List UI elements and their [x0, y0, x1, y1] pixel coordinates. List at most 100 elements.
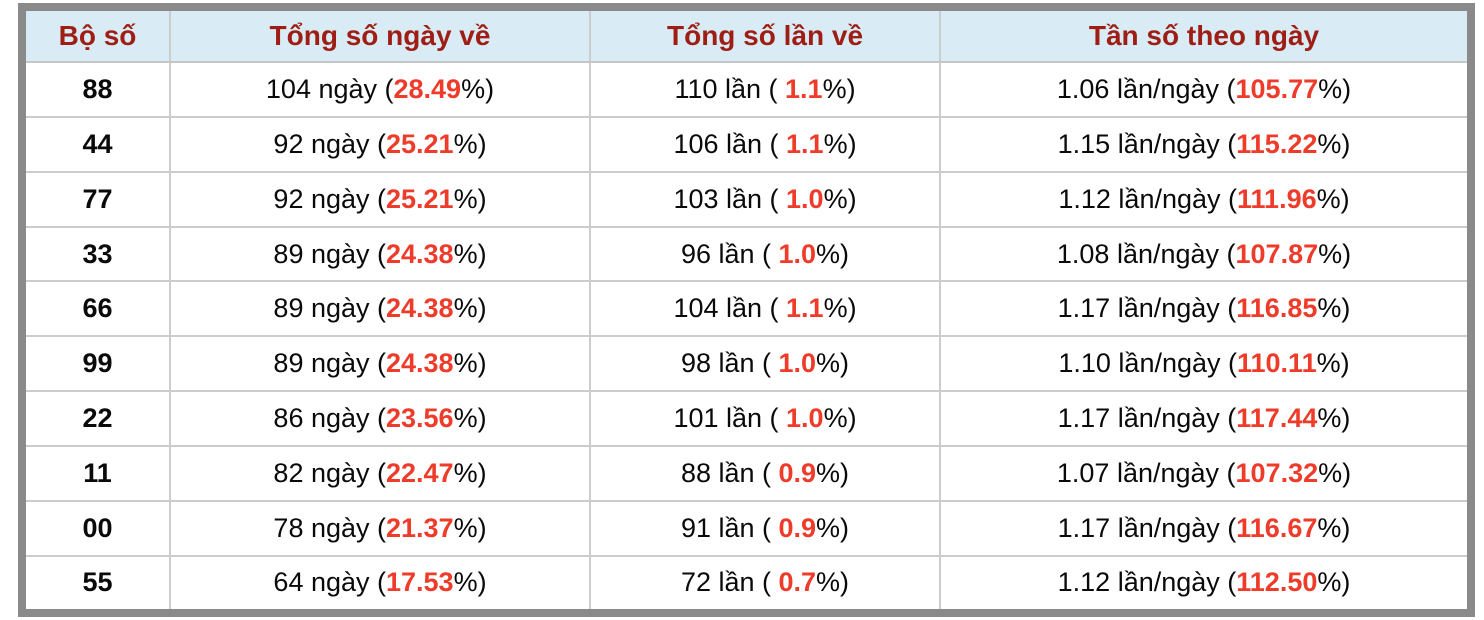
- table-row: 11 82 ngày (22.47%) 88 lần ( 0.9%) 1.07 …: [26, 446, 1467, 502]
- frequency-cell: 1.12 lần/ngày (111.96%): [940, 171, 1467, 228]
- times-text-end: %): [823, 293, 857, 324]
- times-percent: 1.1: [785, 73, 823, 104]
- frequency-cell: 1.07 lần/ngày (107.32%): [940, 446, 1467, 502]
- times-text-end: %): [816, 567, 850, 598]
- table-row: 55 64 ngày (17.53%) 72 lần ( 0.7%) 1.12 …: [26, 555, 1467, 609]
- days-text: 86 ngày (: [273, 403, 386, 434]
- pair-number: 99: [82, 348, 113, 379]
- times-text-end: %): [816, 457, 850, 488]
- times-text-end: %): [823, 403, 857, 434]
- frequency-text: 1.12 lần/ngày (: [1058, 183, 1237, 214]
- times-percent: 1.0: [778, 348, 817, 379]
- frequency-text: 1.17 lần/ngày (: [1057, 512, 1237, 543]
- times-text: 88 lần (: [680, 457, 779, 488]
- column-header-days: Tổng số ngày về: [170, 11, 591, 63]
- days-percent: 25.21: [386, 183, 454, 214]
- days-percent: 24.38: [386, 238, 454, 269]
- frequency-text-end: %): [1316, 183, 1350, 214]
- days-text-end: %): [453, 403, 487, 434]
- pair-cell: 22: [26, 391, 171, 448]
- times-text: 72 lần (: [680, 567, 779, 598]
- table-row: 22 86 ngày (23.56%) 101 lần ( 1.0%) 1.17…: [26, 391, 1467, 448]
- days-cell: 82 ngày (22.47%): [170, 446, 591, 502]
- frequency-text: 1.17 lần/ngày (: [1057, 293, 1237, 324]
- times-cell: 101 lần ( 1.0%): [590, 391, 941, 448]
- frequency-cell: 1.10 lần/ngày (110.11%): [940, 336, 1467, 393]
- frequency-text: 1.15 lần/ngày (: [1057, 128, 1237, 159]
- days-percent: 28.49: [393, 73, 462, 104]
- frequency-percent: 107.87: [1235, 238, 1319, 269]
- frequency-percent: 116.85: [1236, 293, 1318, 324]
- frequency-percent: 107.32: [1235, 457, 1319, 488]
- frequency-text: 1.06 lần/ngày (: [1056, 73, 1236, 104]
- times-text-end: %): [816, 348, 850, 379]
- days-text-end: %): [453, 567, 487, 598]
- days-text-end: %): [453, 293, 487, 324]
- times-cell: 110 lần ( 1.1%): [590, 62, 941, 118]
- times-text: 103 lần (: [673, 183, 787, 214]
- frequency-text-end: %): [1317, 293, 1351, 324]
- frequency-percent: 110.11: [1237, 348, 1317, 379]
- times-percent: 0.9: [778, 512, 817, 543]
- lottery-statistics-table: Bộ số Tổng số ngày về Tổng số lần về Tần…: [18, 3, 1475, 617]
- times-percent: 1.1: [786, 128, 824, 159]
- days-cell: 64 ngày (17.53%): [170, 555, 591, 609]
- frequency-text: 1.08 lần/ngày (: [1056, 238, 1236, 269]
- days-text: 104 ngày (: [265, 73, 394, 104]
- times-text-end: %): [822, 73, 856, 104]
- frequency-cell: 1.12 lần/ngày (112.50%): [940, 556, 1467, 609]
- days-text: 89 ngày (: [273, 293, 386, 324]
- frequency-cell: 1.15 lần/ngày (115.22%): [940, 116, 1467, 173]
- days-text: 92 ngày (: [273, 183, 386, 214]
- days-text-end: %): [453, 512, 487, 543]
- frequency-text-end: %): [1318, 73, 1352, 104]
- days-text-end: %): [453, 183, 487, 214]
- frequency-percent: 111.96: [1237, 183, 1317, 214]
- pair-cell: 33: [26, 226, 171, 283]
- days-text: 64 ngày (: [273, 567, 386, 598]
- days-cell: 78 ngày (21.37%): [170, 500, 591, 557]
- table-row: 88 104 ngày (28.49%) 110 lần ( 1.1%) 1.0…: [26, 62, 1467, 118]
- frequency-cell: 1.17 lần/ngày (117.44%): [940, 391, 1467, 448]
- days-text: 92 ngày (: [273, 128, 386, 159]
- days-text-end: %): [453, 238, 487, 269]
- pair-cell: 88: [26, 62, 171, 118]
- column-header-pair: Bộ số: [26, 11, 171, 63]
- frequency-cell: 1.17 lần/ngày (116.67%): [940, 500, 1467, 557]
- times-percent: 1.0: [786, 403, 824, 434]
- pair-number: 44: [82, 128, 113, 159]
- column-header-times: Tổng số lần về: [590, 11, 941, 63]
- days-text-end: %): [453, 128, 487, 159]
- days-percent: 21.37: [386, 512, 454, 543]
- table-row: 77 92 ngày (25.21%) 103 lần ( 1.0%) 1.12…: [26, 171, 1467, 228]
- frequency-text: 1.17 lần/ngày (: [1057, 403, 1237, 434]
- times-text: 96 lần (: [680, 238, 779, 269]
- times-text-end: %): [816, 512, 850, 543]
- days-cell: 86 ngày (23.56%): [170, 391, 591, 448]
- times-cell: 91 lần ( 0.9%): [590, 500, 941, 557]
- days-text: 89 ngày (: [273, 238, 386, 269]
- times-percent: 1.0: [786, 183, 824, 214]
- times-cell: 88 lần ( 0.9%): [590, 446, 941, 502]
- days-cell: 89 ngày (24.38%): [170, 336, 591, 393]
- frequency-percent: 105.77: [1235, 73, 1319, 104]
- frequency-cell: 1.08 lần/ngày (107.87%): [940, 226, 1467, 283]
- pair-number: 66: [82, 293, 113, 324]
- pair-cell: 44: [26, 116, 171, 173]
- frequency-text-end: %): [1316, 348, 1350, 379]
- days-text-end: %): [453, 348, 487, 379]
- times-text: 110 lần (: [674, 73, 786, 104]
- times-text-end: %): [816, 238, 850, 269]
- pair-cell: 55: [26, 555, 171, 609]
- times-cell: 96 lần ( 1.0%): [590, 226, 941, 283]
- times-cell: 98 lần ( 1.0%): [590, 336, 941, 393]
- frequency-cell: 1.17 lần/ngày (116.85%): [940, 281, 1467, 338]
- days-percent: 24.38: [386, 348, 454, 379]
- days-text-end: %): [461, 73, 495, 104]
- times-percent: 1.0: [778, 238, 817, 269]
- pair-number: 22: [82, 403, 113, 434]
- days-text: 78 ngày (: [273, 512, 386, 543]
- frequency-text-end: %): [1318, 238, 1352, 269]
- days-percent: 25.21: [386, 128, 454, 159]
- frequency-percent: 112.50: [1236, 567, 1318, 598]
